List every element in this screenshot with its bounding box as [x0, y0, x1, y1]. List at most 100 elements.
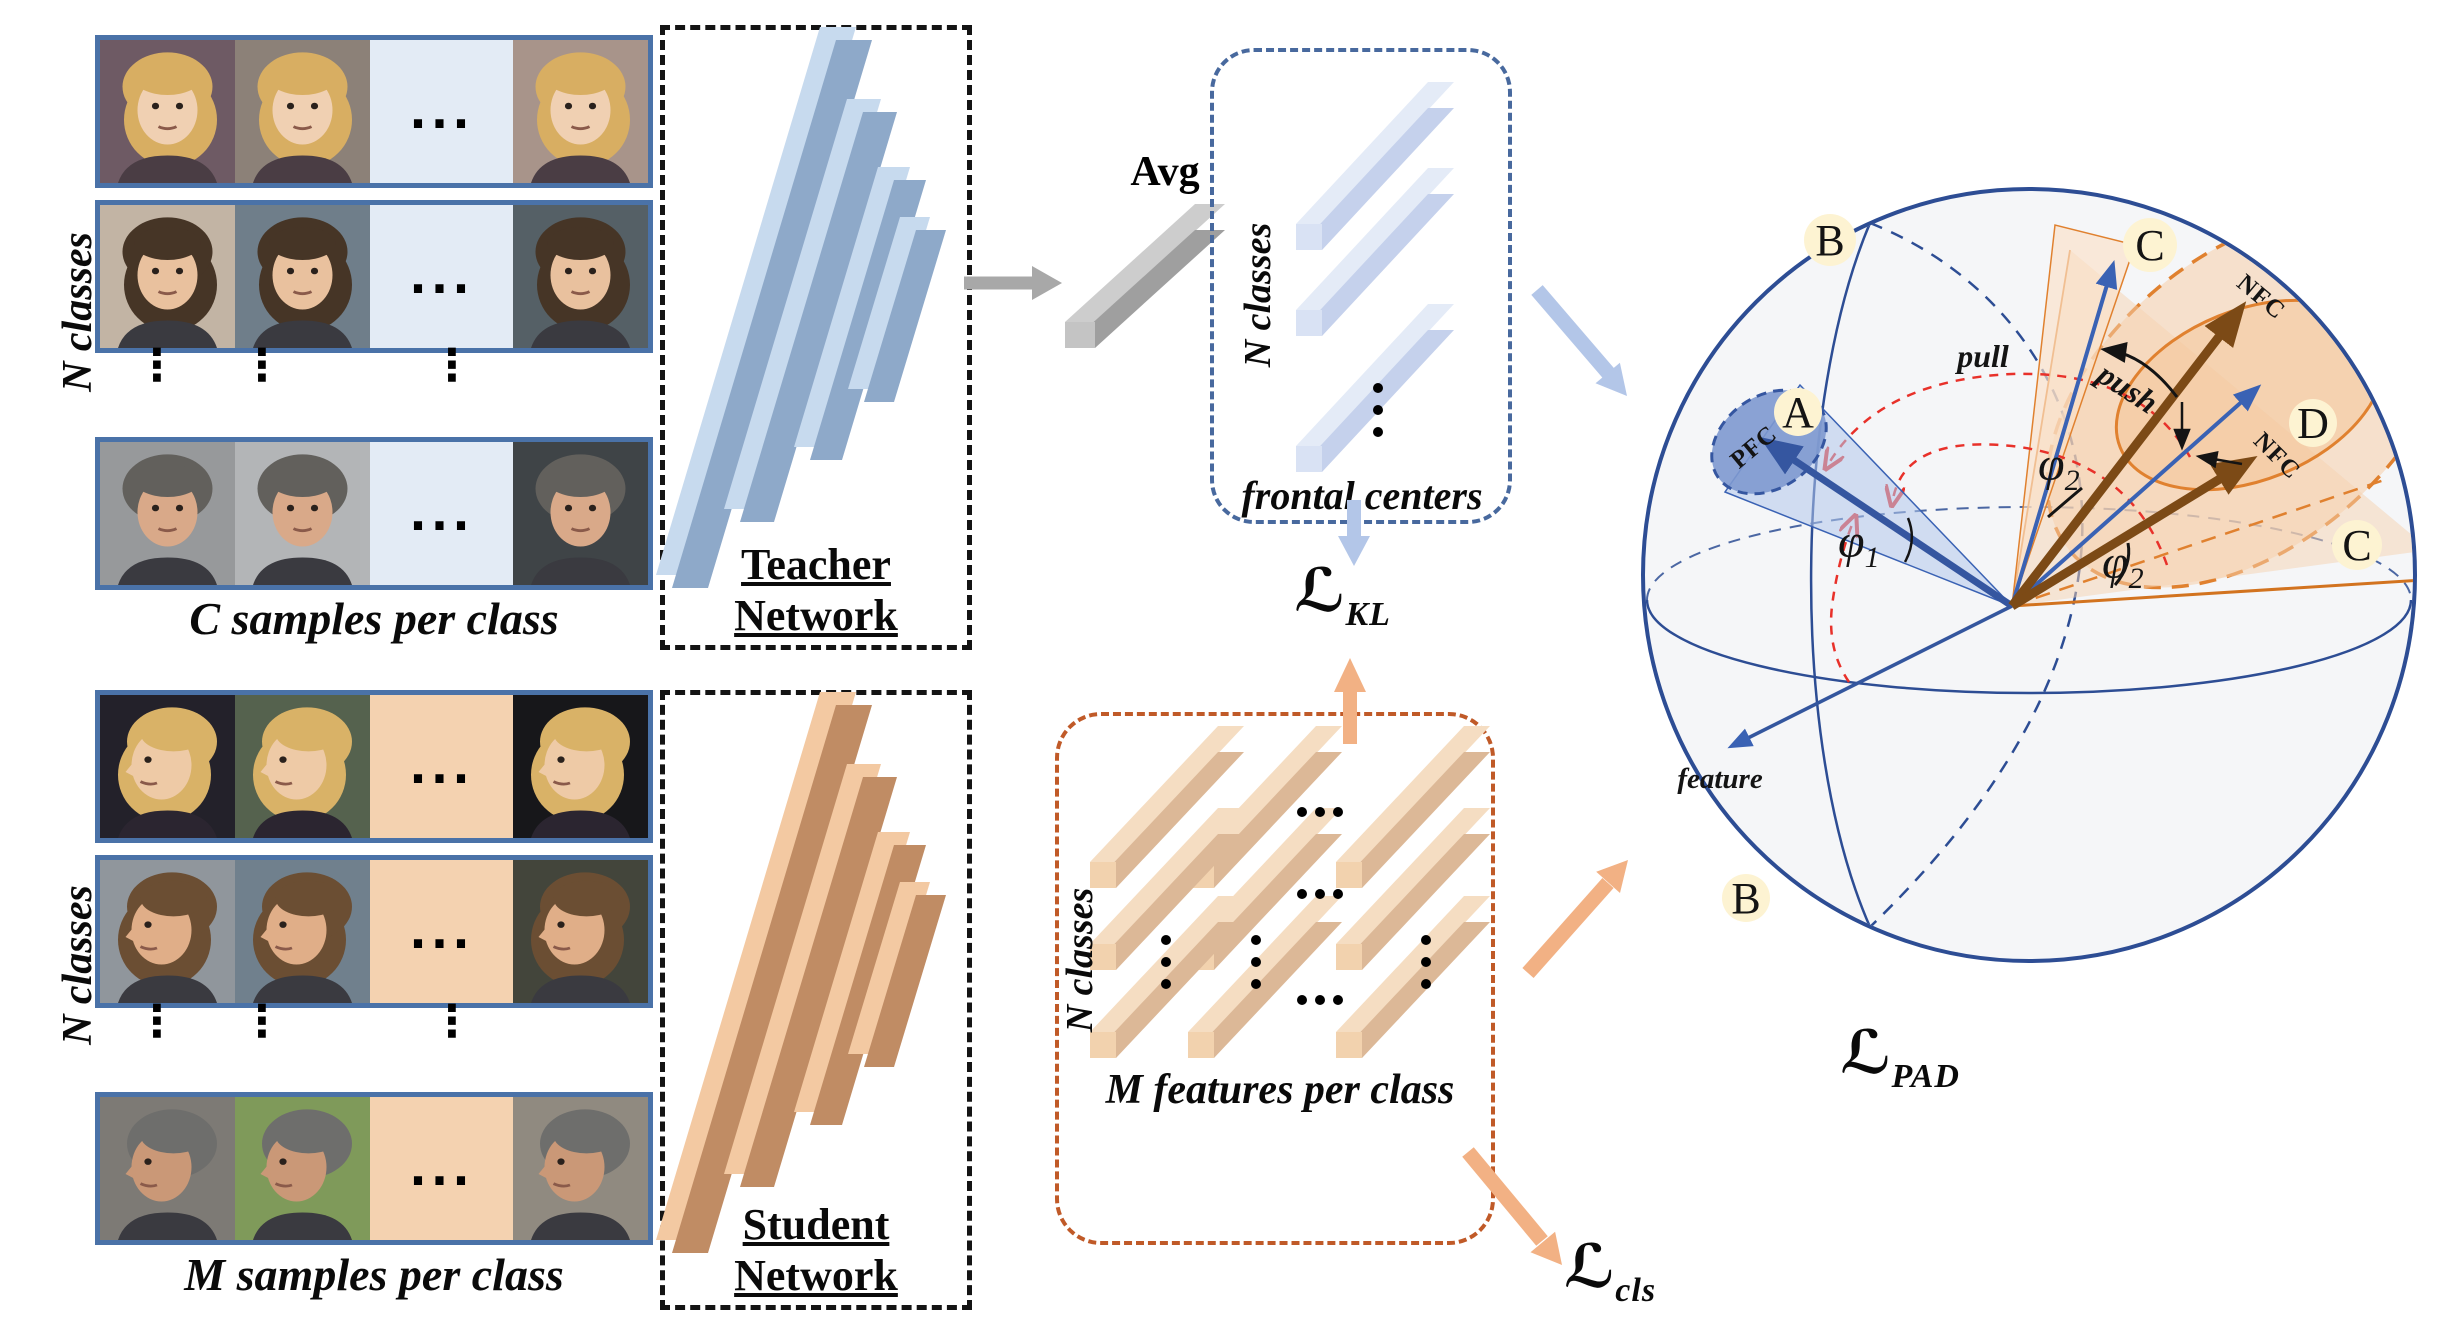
face-photo: [100, 860, 235, 1003]
face-photo: [100, 695, 235, 838]
phi2-lower-label: φ2: [2102, 536, 2144, 595]
student-feature-rod-top: [1336, 726, 1490, 862]
vertical-ellipsis: ⋮: [240, 340, 284, 391]
face-photo: [100, 205, 235, 348]
face-photo: [513, 695, 648, 838]
frontal-to-kl-arrow: [1338, 500, 1370, 566]
push-left-arrow: [2195, 451, 2243, 469]
nfc-vector-arrow-lower: [2009, 455, 2258, 610]
teacher-network-box: Teacher Network: [660, 25, 972, 650]
student-feature-rod-cap: [1090, 862, 1116, 888]
student-feature-arrow-mid: [2010, 384, 2262, 608]
face-photo-cell: [100, 205, 235, 348]
ellipsis-dot: [1251, 979, 1261, 989]
teacher-sample-row: ...: [95, 35, 653, 188]
student-feature-rod-top: [1188, 726, 1342, 862]
student-feature-rod-face: [1336, 834, 1490, 970]
loss-pad-sub: PAD: [1891, 1058, 1960, 1095]
row-ellipsis: ...: [409, 1141, 474, 1196]
teacher-to-avg-arrow: [964, 266, 1062, 300]
features-to-cls-arrow: [1462, 1147, 1562, 1265]
face-photo: [513, 40, 648, 183]
face-photo-cell: [235, 860, 370, 1003]
student-layer-face: [672, 705, 872, 1253]
teacher-network-layers: [656, 27, 946, 588]
ellipsis-dot: [1373, 427, 1383, 437]
face-photo-cell: [235, 40, 370, 183]
vertical-ellipsis: ⋮: [135, 996, 179, 1047]
student-feature-rod-cap: [1090, 944, 1116, 970]
ellipsis-dot: [1333, 995, 1343, 1005]
ellipsis-dot: [1421, 957, 1431, 967]
nonfrontal-narrow-cone: [2011, 224, 2136, 607]
face-photo-cell: [235, 205, 370, 348]
pfc-vector-arrow: [1759, 436, 2014, 609]
features-to-sphere-arrow: [1522, 860, 1628, 978]
avg-bar-face: [1065, 230, 1225, 348]
face-photo-cell: [513, 1097, 648, 1240]
loss-pad: ℒPAD: [1800, 1018, 2000, 1096]
loss-cls-sub: cls: [1615, 1272, 1657, 1309]
face-photo-cell: [235, 1097, 370, 1240]
frontal-centers-title: frontal centers: [1241, 473, 1483, 518]
teacher-layer-face: [672, 40, 872, 588]
student-sample-row: ...: [95, 1092, 653, 1245]
face-photo: [235, 40, 370, 183]
ellipsis-dot: [1251, 935, 1261, 945]
face-photo-cell: [513, 442, 648, 585]
feature-label: feature: [1677, 763, 1763, 795]
face-photo-cell: [100, 40, 235, 183]
face-photo: [100, 40, 235, 183]
face-photo: [513, 442, 648, 585]
student-feature-rod-top: [1090, 808, 1244, 944]
face-photo: [100, 442, 235, 585]
badge-c-top: C: [2123, 218, 2177, 272]
phi2-lower-arc: [2113, 542, 2131, 586]
face-photo: [235, 695, 370, 838]
student-feature-rod-top: [1188, 896, 1342, 1032]
ellipsis-dot: [1373, 383, 1383, 393]
pull-arc-outer: [1829, 372, 2192, 463]
frontal-center-rod-cap: [1296, 224, 1322, 250]
phi1-label: φ1: [1838, 515, 1880, 574]
teacher-layer-face: [740, 112, 897, 522]
frontal-center-rod-face: [1296, 194, 1454, 336]
frontal-centers-rods: [1296, 82, 1454, 472]
student-network-layers: [656, 692, 946, 1253]
ellipsis-dot: [1315, 995, 1325, 1005]
teacher-layer-face: [864, 230, 946, 402]
svg-text:D: D: [2297, 399, 2329, 448]
face-photo-cell: [235, 442, 370, 585]
frontal-center-rod-cap: [1296, 446, 1322, 472]
row-ellipsis: ...: [409, 486, 474, 541]
face-photo-cell: [513, 860, 648, 1003]
ellipsis-dot: [1373, 405, 1383, 415]
vertical-ellipsis: ⋮: [430, 996, 474, 1047]
ellipsis-dot: [1421, 935, 1431, 945]
student-layer-face: [864, 895, 946, 1067]
hypersphere-diagram: B C A D C B PFC NFC NFC pull push featur…: [1641, 187, 2417, 963]
features-title: M features per class: [1105, 1067, 1455, 1113]
face-photo-cell: [513, 205, 648, 348]
student-feature-rod-top: [1336, 808, 1490, 944]
face-photo: [235, 205, 370, 348]
badge-c-bottom: C: [2332, 520, 2382, 570]
student-feature-rod-cap: [1336, 1032, 1362, 1058]
badge-b-top: B: [1804, 214, 1856, 266]
ellipsis-dot: [1333, 889, 1343, 899]
student-network-label: Student Network: [734, 1200, 898, 1300]
student-caption: M samples per class: [184, 1249, 564, 1300]
frontal-center-rod-face: [1296, 330, 1454, 472]
ellipsis-dot: [1297, 889, 1307, 899]
teacher-rows-vertical-ellipsis: ⋮ ⋮ ⋮: [95, 340, 653, 432]
row-ellipsis: ...: [409, 739, 474, 794]
row-ellipsis: ...: [409, 249, 474, 304]
student-feature-rod-cap: [1336, 944, 1362, 970]
student-feature-rod-face: [1188, 752, 1342, 888]
face-photo: [235, 442, 370, 585]
frontal-to-sphere-arrow: [1531, 285, 1627, 396]
ellipsis-dot: [1161, 979, 1171, 989]
face-photo-cell: [235, 695, 370, 838]
loss-cls-script: ℒ: [1563, 1232, 1616, 1302]
